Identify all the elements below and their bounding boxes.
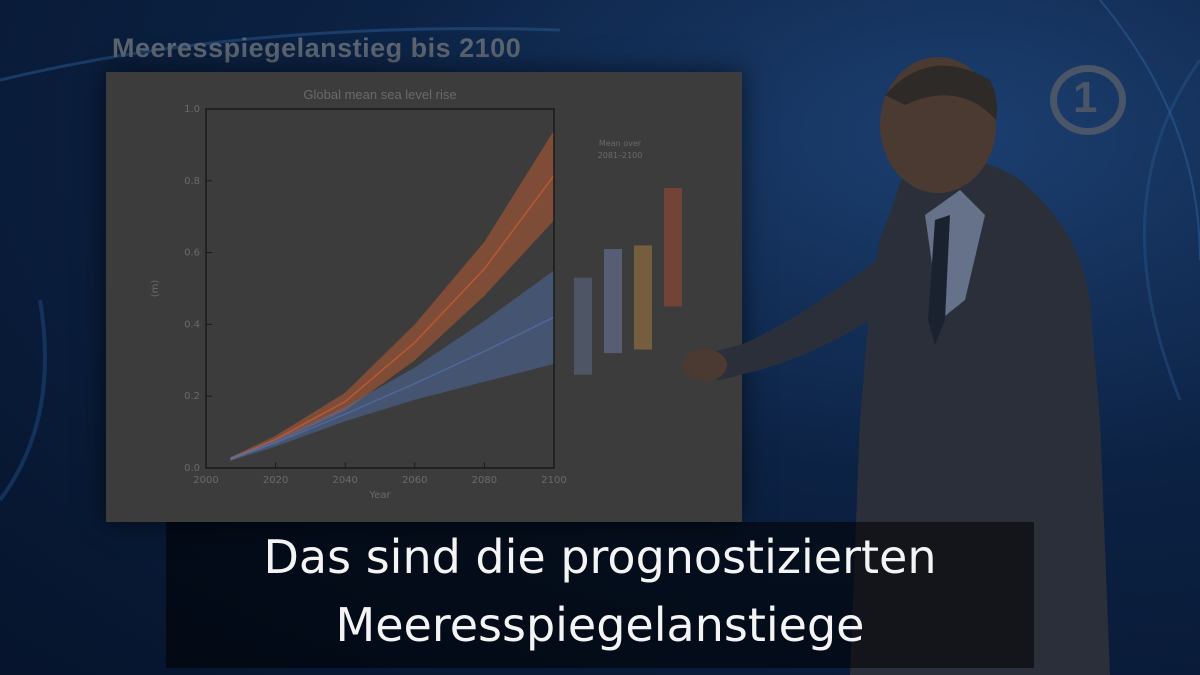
x-tick-label-5: 2100 — [541, 475, 566, 486]
y-tick-label-0: 0.0 — [184, 463, 200, 474]
bar-panel-title-0: Mean over — [599, 139, 642, 148]
y-tick-label-5: 1.0 — [184, 104, 200, 115]
series-mean-line-1 — [230, 316, 555, 460]
range-bar-0 — [574, 277, 592, 375]
series-mean-line-0 — [230, 174, 555, 460]
range-bar-1 — [604, 249, 622, 354]
range-bar-2 — [634, 245, 652, 350]
x-tick-label-3: 2060 — [402, 475, 427, 486]
sea-level-chart: Global mean sea level rise 2000 2020 2040 20… — [150, 87, 682, 501]
x-tick-label-1: 2020 — [263, 475, 288, 486]
subtitle-background — [166, 522, 1034, 668]
y-tick-label-1: 0.2 — [184, 391, 200, 402]
projection-screen: Global mean sea level rise 2000 2020 2040 20… — [106, 72, 742, 522]
bar-panel-title-1: 2081–2100 — [598, 151, 643, 160]
range-bar-3 — [664, 187, 682, 307]
x-axis-label: Year — [368, 490, 391, 501]
x-tick-label-0: 2000 — [193, 475, 218, 486]
y-tick-label-3: 0.6 — [184, 248, 200, 259]
broadcaster-logo-ring — [1050, 65, 1126, 135]
chart-title: Global mean sea level rise — [303, 87, 456, 102]
series-band-1 — [230, 270, 554, 461]
subtitle-line-2: Meeresspiegelanstiege — [335, 598, 865, 652]
plot-frame — [205, 108, 555, 469]
y-axis-label: (m) — [150, 280, 161, 298]
y-tick-label-2: 0.4 — [184, 319, 200, 330]
x-tick-label-4: 2080 — [472, 475, 497, 486]
broadcaster-logo: 1 — [1073, 73, 1098, 122]
slide-title: Meeresspiegelanstieg bis 2100 — [112, 33, 522, 63]
subtitle-line-1: Das sind die prognostizierten — [263, 530, 937, 584]
x-tick-label-2: 2040 — [332, 475, 357, 486]
y-tick-label-4: 0.8 — [184, 176, 200, 187]
